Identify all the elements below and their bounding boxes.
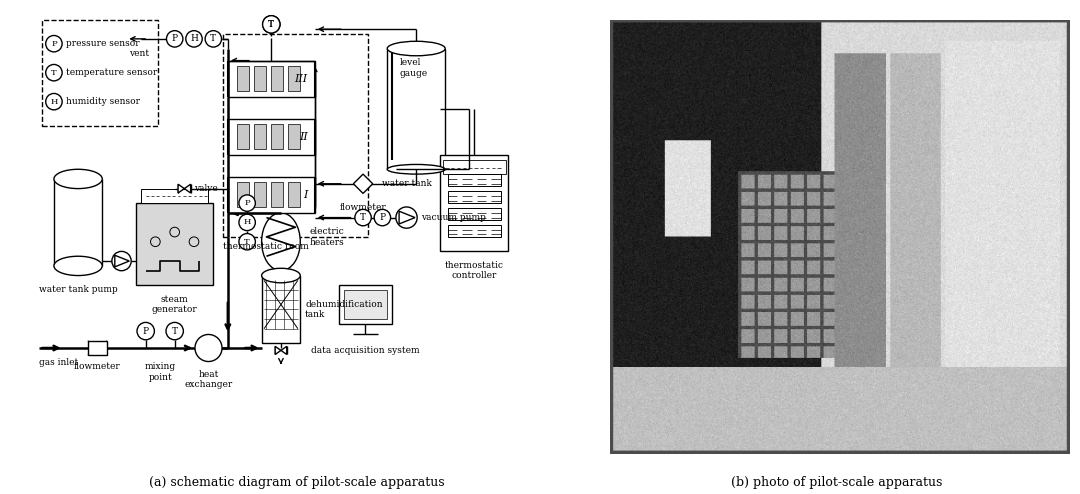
Bar <box>238 66 249 91</box>
Bar <box>87 341 107 355</box>
Polygon shape <box>281 346 287 355</box>
Text: flowmeter: flowmeter <box>340 203 387 212</box>
Text: T: T <box>172 327 178 335</box>
Text: (a) schematic diagram of pilot-scale apparatus: (a) schematic diagram of pilot-scale app… <box>149 476 445 489</box>
Text: I: I <box>303 190 308 200</box>
Text: H: H <box>243 218 251 226</box>
Text: T: T <box>244 238 249 246</box>
Bar <box>443 160 505 174</box>
Text: P: P <box>379 213 386 222</box>
Bar <box>288 124 300 149</box>
Ellipse shape <box>388 165 445 174</box>
Text: thermostatic room: thermostatic room <box>222 242 309 251</box>
Text: mixing
point: mixing point <box>145 363 176 382</box>
Text: humidity sensor: humidity sensor <box>66 97 140 106</box>
Text: electric
heaters: electric heaters <box>310 227 345 247</box>
Circle shape <box>396 207 417 228</box>
Bar <box>288 182 300 207</box>
Circle shape <box>205 31 221 47</box>
Circle shape <box>374 209 391 226</box>
Bar <box>140 189 208 203</box>
Bar <box>271 66 283 91</box>
Circle shape <box>45 93 63 110</box>
FancyBboxPatch shape <box>222 34 368 237</box>
Text: gas inlet: gas inlet <box>40 358 79 367</box>
Text: P: P <box>51 40 57 48</box>
Bar <box>447 174 501 186</box>
Bar <box>339 285 392 324</box>
Polygon shape <box>185 184 191 193</box>
Circle shape <box>166 31 183 47</box>
Text: pressure sensor: pressure sensor <box>66 39 139 48</box>
Text: water tank pump: water tank pump <box>39 285 118 294</box>
Circle shape <box>195 334 222 362</box>
Circle shape <box>262 16 280 33</box>
Text: temperature sensor: temperature sensor <box>66 68 158 77</box>
Circle shape <box>137 323 154 340</box>
Bar <box>271 124 283 149</box>
Bar <box>261 276 300 343</box>
Bar <box>136 203 214 285</box>
Text: T: T <box>360 213 366 222</box>
Text: valve: valve <box>194 184 218 193</box>
Circle shape <box>186 31 202 47</box>
Text: P: P <box>172 35 178 43</box>
Bar <box>343 290 388 319</box>
Circle shape <box>166 323 184 340</box>
Ellipse shape <box>261 213 300 271</box>
Bar <box>447 208 501 220</box>
Text: heat
exchanger: heat exchanger <box>185 370 232 389</box>
Text: flowmeter: flowmeter <box>75 363 121 371</box>
Text: dehumidification
tank: dehumidification tank <box>306 300 382 319</box>
Text: T: T <box>268 20 274 29</box>
Text: vacuum pump: vacuum pump <box>421 213 486 222</box>
Polygon shape <box>178 184 185 193</box>
Text: thermostatic
controller: thermostatic controller <box>445 261 503 281</box>
Circle shape <box>355 209 372 226</box>
Ellipse shape <box>388 41 445 56</box>
Circle shape <box>239 214 255 231</box>
Text: T: T <box>211 35 216 43</box>
Text: T: T <box>268 20 274 29</box>
Bar <box>228 61 314 97</box>
Bar <box>228 119 314 155</box>
Text: data acquisition system: data acquisition system <box>311 346 420 355</box>
Bar <box>271 182 283 207</box>
Text: steam
generator: steam generator <box>152 295 198 314</box>
Polygon shape <box>353 174 373 194</box>
Text: vent: vent <box>129 48 149 57</box>
Circle shape <box>262 16 280 33</box>
Bar <box>255 124 266 149</box>
Bar <box>255 182 266 207</box>
Circle shape <box>239 234 255 250</box>
Polygon shape <box>275 346 281 355</box>
Circle shape <box>112 251 131 271</box>
Bar <box>288 66 300 91</box>
Circle shape <box>239 195 255 211</box>
Text: III: III <box>295 74 308 83</box>
Text: H: H <box>51 98 57 106</box>
Ellipse shape <box>54 169 103 189</box>
Bar <box>441 155 508 251</box>
Text: P: P <box>143 327 149 335</box>
Bar <box>447 191 501 203</box>
Circle shape <box>45 64 63 81</box>
Text: water tank: water tank <box>382 179 432 188</box>
Bar <box>228 176 314 213</box>
Text: T: T <box>51 69 57 77</box>
Bar <box>238 124 249 149</box>
Text: (b) photo of pilot-scale apparatus: (b) photo of pilot-scale apparatus <box>731 476 943 489</box>
Text: II: II <box>299 132 308 142</box>
Text: P: P <box>244 199 249 207</box>
Bar <box>388 48 445 169</box>
Ellipse shape <box>54 256 103 276</box>
Bar <box>447 225 501 237</box>
Circle shape <box>45 36 63 52</box>
FancyBboxPatch shape <box>42 20 158 126</box>
Bar <box>238 182 249 207</box>
Text: level
gauge: level gauge <box>400 58 428 78</box>
Ellipse shape <box>261 268 300 283</box>
Bar <box>255 66 266 91</box>
Text: H: H <box>190 35 198 43</box>
